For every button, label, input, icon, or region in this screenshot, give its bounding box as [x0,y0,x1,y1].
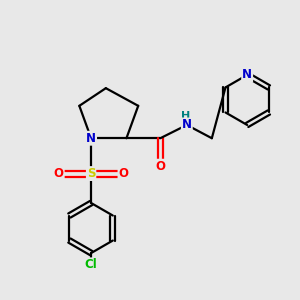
Text: O: O [54,167,64,180]
Text: S: S [87,167,95,180]
Text: O: O [118,167,128,180]
Text: Cl: Cl [85,258,98,271]
Text: N: N [86,132,96,145]
Text: N: N [182,118,192,131]
Text: N: N [242,68,252,81]
Text: O: O [155,160,165,173]
Text: H: H [181,111,190,121]
